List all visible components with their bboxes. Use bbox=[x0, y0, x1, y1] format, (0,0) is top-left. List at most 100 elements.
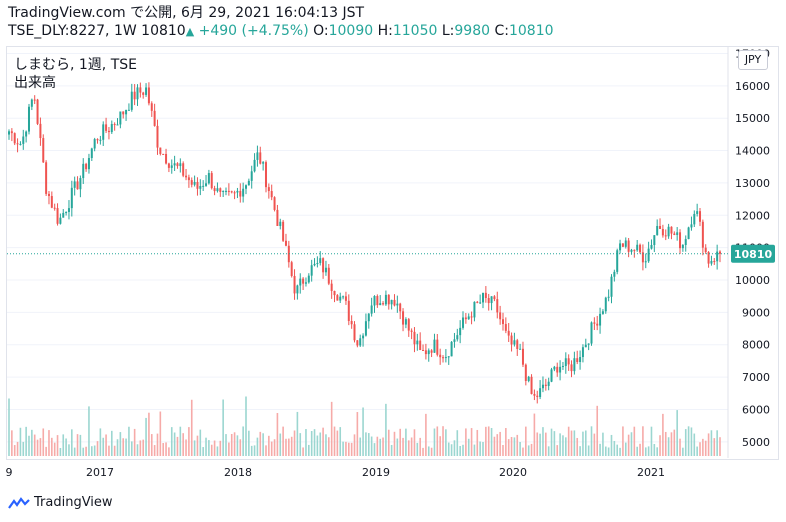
candle-body bbox=[407, 319, 410, 331]
volume-bar bbox=[576, 437, 579, 456]
candle-body bbox=[276, 209, 279, 226]
chart-pane[interactable] bbox=[6, 46, 779, 460]
volume-bar bbox=[567, 426, 570, 456]
volume-bar bbox=[256, 437, 259, 456]
volume-bar bbox=[687, 426, 690, 456]
footer-brand[interactable]: TradingView bbox=[8, 494, 113, 512]
candle-body bbox=[424, 350, 427, 355]
candle-body bbox=[493, 296, 496, 300]
volume-bar bbox=[487, 426, 490, 456]
volume-bar bbox=[202, 447, 204, 456]
candle-body bbox=[599, 313, 602, 326]
candle-body bbox=[119, 111, 122, 125]
volume-bar bbox=[350, 442, 353, 456]
candle-body bbox=[573, 358, 576, 372]
volume-bar bbox=[399, 428, 401, 456]
candle-body bbox=[316, 263, 319, 265]
candle-body bbox=[396, 303, 399, 306]
candle-body bbox=[467, 316, 470, 320]
currency-button[interactable]: JPY bbox=[738, 50, 768, 70]
x-tick-label: 2021 bbox=[637, 466, 665, 479]
volume-bar bbox=[362, 407, 364, 456]
volume-bar bbox=[556, 445, 559, 456]
candle-body bbox=[307, 275, 310, 283]
volume-bar bbox=[662, 413, 664, 456]
candle-body bbox=[113, 124, 116, 126]
volume-bar bbox=[113, 445, 116, 456]
candle-body bbox=[704, 247, 707, 253]
candle-body bbox=[650, 245, 653, 249]
candle-body bbox=[590, 322, 593, 344]
volume-bar bbox=[485, 426, 487, 456]
candle-body bbox=[393, 299, 396, 306]
volume-bar bbox=[268, 435, 270, 456]
volume-bar bbox=[530, 443, 533, 456]
candle-body bbox=[701, 221, 704, 248]
candle-body bbox=[167, 163, 170, 168]
candle-body bbox=[693, 213, 696, 225]
volume-bar bbox=[353, 434, 356, 456]
candle-body bbox=[116, 124, 119, 126]
volume-bar bbox=[473, 444, 476, 456]
volume-bar bbox=[359, 437, 362, 456]
candle-body bbox=[581, 347, 584, 358]
candle-body bbox=[147, 87, 150, 104]
volume-bar bbox=[627, 434, 630, 456]
candle-body bbox=[136, 87, 139, 100]
volume-bar bbox=[179, 426, 182, 456]
candle-body bbox=[333, 290, 336, 296]
candle-body bbox=[336, 295, 339, 301]
volume-bar bbox=[325, 434, 327, 456]
volume-bar bbox=[150, 434, 153, 456]
volume-bar bbox=[162, 443, 164, 456]
candle-body bbox=[96, 139, 99, 141]
volume-bar bbox=[165, 442, 167, 456]
volume-bar bbox=[22, 441, 25, 456]
candle-body bbox=[410, 330, 413, 332]
volume-bar bbox=[453, 440, 456, 456]
volume-bar bbox=[373, 443, 376, 456]
candle-body bbox=[567, 358, 570, 365]
volume-bar bbox=[650, 426, 653, 456]
volume-bar bbox=[590, 426, 593, 456]
volume-bar bbox=[636, 446, 638, 456]
volume-bar bbox=[71, 429, 73, 456]
candle-body bbox=[464, 317, 467, 320]
candle-body bbox=[624, 240, 627, 247]
candle-body bbox=[170, 165, 173, 168]
volume-bar bbox=[405, 428, 407, 456]
candle-body bbox=[524, 364, 527, 381]
volume-bar bbox=[644, 447, 647, 456]
candle-body bbox=[633, 249, 636, 251]
candle-body bbox=[659, 226, 662, 229]
y-tick-label: 12000 bbox=[735, 209, 770, 222]
candle-body bbox=[687, 227, 690, 240]
candle-body bbox=[473, 301, 476, 318]
volume-bar bbox=[396, 438, 399, 456]
volume-bar bbox=[565, 437, 567, 456]
candle-body bbox=[382, 303, 385, 305]
candle-body bbox=[107, 130, 110, 133]
candle-body bbox=[273, 197, 276, 210]
candle-body bbox=[439, 354, 442, 358]
volume-bar bbox=[230, 433, 233, 456]
candle-body bbox=[593, 322, 596, 324]
volume-bar bbox=[413, 429, 416, 456]
price-change: +490 (+4.75%) bbox=[198, 23, 309, 39]
candle-body bbox=[444, 357, 447, 359]
x-tick-label: 2019 bbox=[362, 466, 390, 479]
candle-body bbox=[356, 340, 359, 346]
volume-bar bbox=[339, 427, 342, 456]
candle-body bbox=[90, 148, 93, 159]
volume-bar bbox=[110, 430, 113, 456]
candle-body bbox=[156, 125, 159, 148]
candle-body bbox=[127, 109, 130, 111]
candle-body bbox=[159, 147, 162, 154]
candle-body bbox=[70, 187, 73, 209]
volume-bar bbox=[196, 435, 199, 456]
volume-bar bbox=[342, 441, 344, 456]
volume-bar bbox=[525, 426, 527, 456]
candle-body bbox=[130, 91, 133, 110]
candle-body bbox=[247, 180, 250, 186]
